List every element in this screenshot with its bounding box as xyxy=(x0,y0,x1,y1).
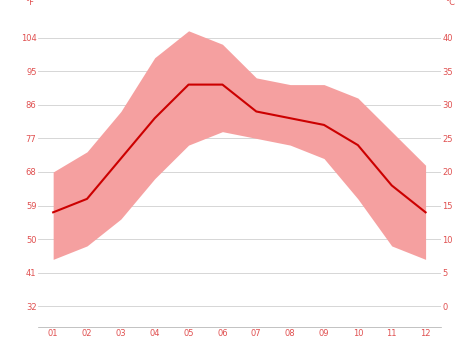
Text: °C: °C xyxy=(445,0,455,7)
Text: °F: °F xyxy=(25,0,34,7)
